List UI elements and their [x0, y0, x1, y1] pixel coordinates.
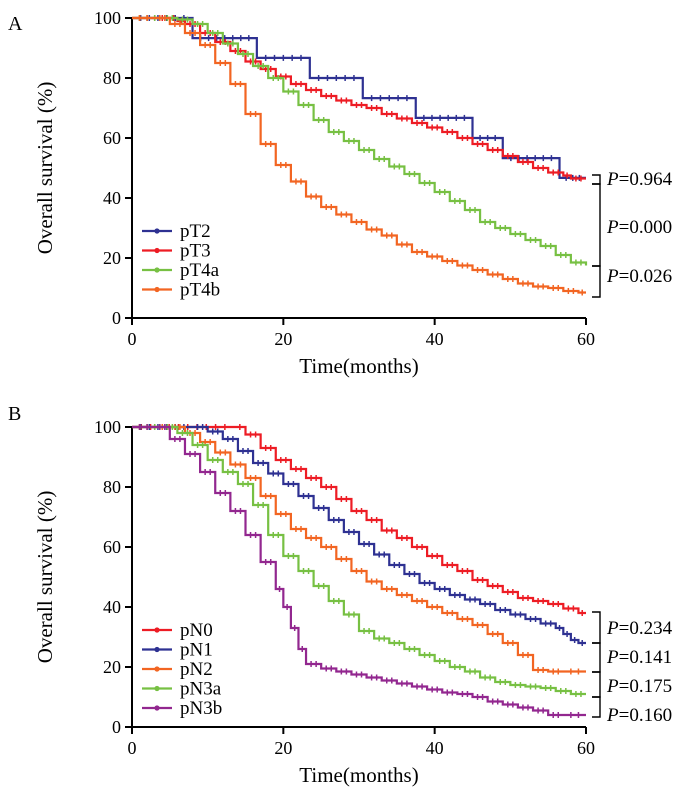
x-tick-label: 40	[426, 738, 444, 758]
panel-label: B	[8, 403, 21, 425]
legend-label-pn0: pN0	[180, 620, 213, 641]
series-pt3	[132, 15, 586, 182]
p-bracket	[592, 696, 601, 718]
y-tick-label: 20	[103, 248, 121, 268]
y-tick-label: 60	[103, 128, 121, 148]
p-bracket	[592, 611, 601, 644]
legend-label-pt3: pT3	[180, 241, 211, 262]
legend-marker-pn3a	[154, 685, 160, 692]
y-tick-label: 40	[103, 597, 121, 617]
p-value-label: P=0.234	[606, 618, 673, 639]
x-tick-label: 20	[274, 329, 292, 349]
y-tick-label: 80	[103, 477, 121, 497]
legend-marker-pt4b	[154, 286, 160, 293]
p-value-label: P=0.160	[606, 705, 672, 726]
x-tick-label: 60	[577, 738, 595, 758]
legend-marker-pt3	[154, 247, 160, 254]
y-tick-label: 100	[94, 8, 121, 28]
y-axis-label: Overall survival (%)	[33, 82, 57, 255]
y-tick-label: 0	[112, 308, 121, 328]
y-tick-label: 20	[103, 657, 121, 677]
legend-marker-pt4a	[154, 267, 160, 273]
y-tick-label: 0	[112, 717, 121, 737]
survival-curve-pt4a	[132, 16, 588, 266]
chart-panel-b: B 0 20 40 60 80 100 0 20 40 60 Time(months) Overall …	[8, 403, 673, 787]
p-value-label: P=0.964	[606, 169, 673, 190]
legend-marker-pn2	[154, 666, 160, 672]
x-axis-label: Time(months)	[299, 354, 418, 378]
p-value-label: P=0.026	[606, 266, 672, 287]
chart-panel-a: A 0 20 40 60 80 100 0 20 40 60 Time(months) Overall …	[8, 8, 673, 378]
legend-label-pn3a: pN3a	[180, 679, 222, 700]
y-axis-label: Overall survival (%)	[33, 491, 57, 664]
survival-curve-pn0	[132, 425, 586, 615]
x-tick-label: 0	[128, 738, 137, 758]
series-pn0	[132, 424, 586, 616]
survival-curve-pn2	[132, 425, 586, 673]
series-pn2	[132, 424, 586, 675]
y-tick-label: 100	[94, 417, 121, 437]
series-pt4b	[132, 15, 586, 296]
legend-marker-pn1	[154, 646, 160, 653]
x-axis-label: Time(months)	[299, 763, 418, 787]
p-value-label: P=0.141	[606, 647, 672, 668]
y-tick-label: 40	[103, 188, 121, 208]
series-pn3a	[132, 424, 586, 697]
series-pn3b	[132, 424, 586, 718]
x-tick-label: 20	[274, 738, 292, 758]
legend-marker-pt2	[154, 228, 160, 234]
legend-marker-pn0	[154, 627, 160, 633]
y-tick-label: 60	[103, 537, 121, 557]
y-tick-label: 80	[103, 68, 121, 88]
p-value-label: P=0.175	[606, 676, 672, 697]
p-bracket	[592, 671, 601, 698]
series-pn1	[132, 424, 586, 646]
legend-label-pt4b: pT4b	[180, 280, 220, 301]
legend-label-pn1: pN1	[180, 640, 213, 661]
p-value-label: P=0.000	[606, 217, 672, 238]
p-bracket	[592, 642, 601, 673]
legend-label-pt2: pT2	[180, 221, 211, 242]
legend-label-pt4a: pT4a	[180, 260, 220, 281]
legend-marker-pn3b	[154, 705, 160, 711]
legend-label-pn3b: pN3b	[180, 698, 222, 719]
p-bracket	[592, 265, 601, 298]
p-bracket	[592, 183, 601, 267]
legend-label-pn2: pN2	[180, 659, 213, 680]
x-tick-label: 40	[426, 329, 444, 349]
survival-curve-pn3b	[132, 425, 586, 717]
p-bracket	[592, 174, 601, 185]
panel-label: A	[8, 13, 23, 35]
x-tick-label: 60	[577, 329, 595, 349]
x-tick-label: 0	[128, 329, 137, 349]
